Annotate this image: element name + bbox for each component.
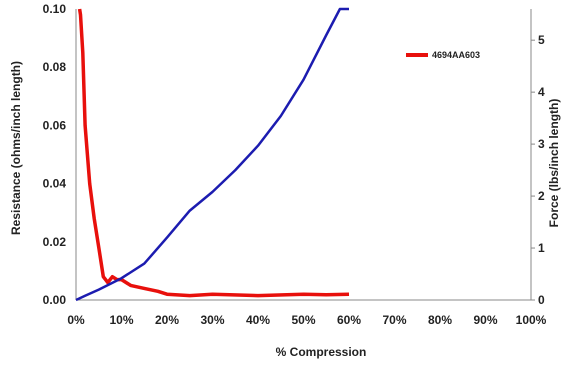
left-y-tick-label: 0.04	[43, 177, 67, 191]
plot-series	[75, 7, 350, 302]
x-tick-label: 50%	[291, 313, 315, 327]
x-tick-label: 70%	[382, 313, 406, 327]
x-tick-label: 20%	[155, 313, 179, 327]
left-y-axis-title: Resistance (ohms/inch length)	[9, 61, 23, 235]
x-tick-label: 30%	[200, 313, 224, 327]
x-tick-label: 10%	[109, 313, 133, 327]
x-axis-title: % Compression	[276, 345, 367, 359]
x-tick-label: 90%	[473, 313, 497, 327]
left-y-tick-label: 0.06	[43, 118, 67, 132]
x-tick-label: 60%	[337, 313, 361, 327]
right-y-tick-label: 1	[538, 241, 545, 255]
legend: 4694AA603	[406, 50, 480, 60]
force-series-line	[75, 7, 349, 302]
right-y-tick-labels: 0 1 2 3 4 5	[531, 33, 545, 307]
right-y-tick-label: 0	[538, 293, 545, 307]
x-tick-label: 0%	[67, 313, 85, 327]
left-y-tick-label: 0.08	[43, 60, 67, 74]
x-tick-labels: 0% 10% 20% 30% 40% 50% 60% 70% 80% 90% 100%	[67, 313, 546, 327]
x-tick-label: 80%	[428, 313, 452, 327]
right-y-tick-label: 4	[538, 85, 545, 99]
right-y-tick-label: 3	[538, 137, 545, 151]
axes	[75, 9, 532, 301]
legend-label: 4694AA603	[432, 50, 480, 60]
right-y-tick-label: 2	[538, 189, 545, 203]
left-y-tick-label: 0.00	[43, 293, 67, 307]
right-y-tick-label: 5	[538, 33, 545, 47]
resistance-series-line	[77, 8, 350, 298]
x-tick-label: 100%	[516, 313, 547, 327]
x-tick-label: 40%	[246, 313, 270, 327]
left-y-tick-label: 0.02	[43, 235, 67, 249]
left-y-tick-labels: 0.00 0.02 0.04 0.06 0.08 0.10	[43, 2, 67, 307]
left-y-tick-label: 0.10	[43, 2, 67, 16]
right-y-axis-title: Force (lbs/inch length)	[547, 99, 561, 228]
